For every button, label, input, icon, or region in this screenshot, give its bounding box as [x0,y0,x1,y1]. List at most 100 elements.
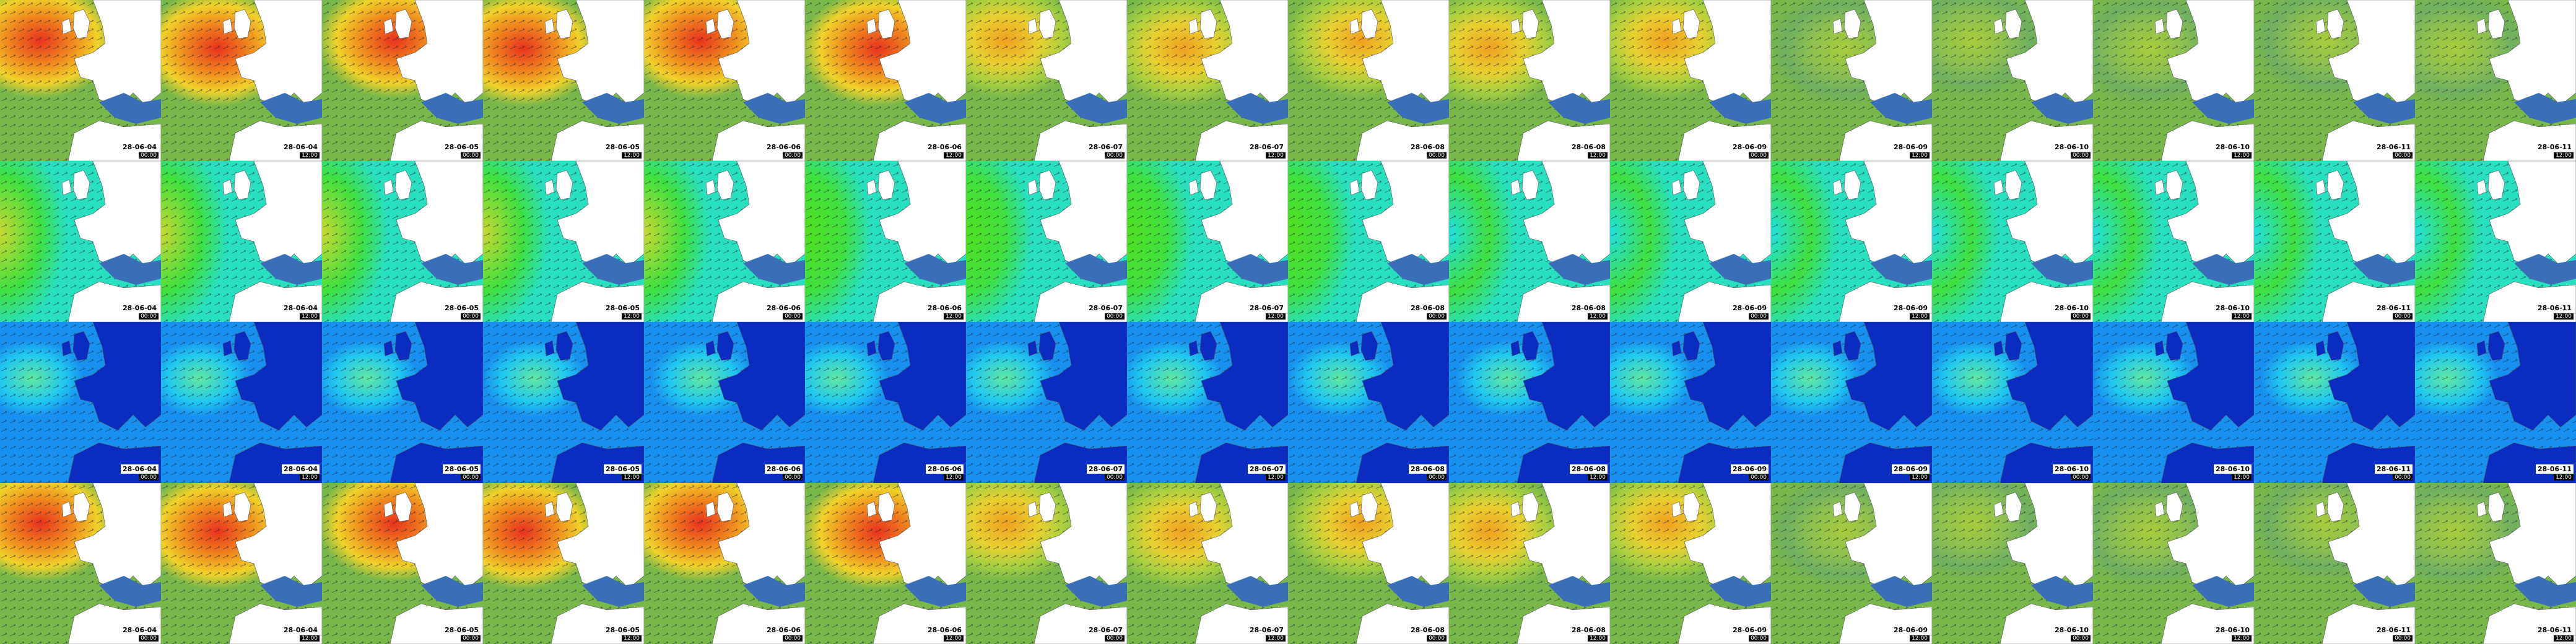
map-tile: 28-06-06 00:00 [644,322,805,483]
land [1510,501,1521,518]
time-stamp: 28-06-04 12:00 [281,142,320,159]
date-label: 28-06-11 [2374,625,2413,635]
sea [99,93,161,124]
date-label: 28-06-06 [925,303,964,313]
time-label: 12:00 [1588,313,1608,320]
land [1682,331,1700,361]
map-overlay [2093,161,2254,322]
land [61,340,72,357]
land [1188,501,1199,518]
time-label: 00:00 [2393,152,2413,159]
land [1360,9,1378,39]
map-tile: 28-06-07 00:00 [966,322,1127,483]
time-stamp: 28-06-06 12:00 [925,142,964,159]
time-label: 12:00 [1266,474,1286,481]
land [235,322,322,431]
time-stamp: 28-06-07 00:00 [1086,303,1125,320]
land [222,340,233,357]
map-overlay [161,0,322,161]
land [2326,492,2344,522]
land [716,170,734,200]
sea [743,93,805,124]
map-tile: 28-06-10 00:00 [1932,0,2093,161]
date-label: 28-06-04 [120,303,159,313]
time-stamp: 28-06-11 12:00 [2535,464,2574,481]
sea [904,93,966,124]
map-tile: 28-06-11 00:00 [2254,322,2415,483]
land [557,161,644,270]
time-stamp: 28-06-08 12:00 [1569,303,1608,320]
land [557,483,644,592]
map-overlay [2093,0,2254,161]
date-label: 28-06-10 [2052,303,2091,313]
map-overlay [2093,322,2254,483]
time-stamp: 28-06-06 00:00 [764,303,803,320]
map-tile: 28-06-08 12:00 [1449,161,1610,322]
date-label: 28-06-10 [2213,303,2252,313]
map-overlay [1610,322,1771,483]
time-stamp: 28-06-05 00:00 [442,464,481,481]
sea [99,576,161,607]
map-overlay [2254,161,2415,322]
map-tile: 28-06-09 00:00 [1610,161,1771,322]
land [1993,501,2004,518]
date-label: 28-06-07 [1247,303,1286,313]
date-label: 28-06-05 [442,464,481,474]
map-overlay [1610,0,1771,161]
map-overlay [1127,161,1288,322]
sea [1870,254,1932,285]
map-tile: 28-06-10 12:00 [2093,0,2254,161]
time-stamp: 28-06-09 12:00 [1891,142,1930,159]
map-tile: 28-06-10 00:00 [1932,161,2093,322]
time-label: 00:00 [461,635,481,642]
date-label: 28-06-10 [2213,625,2252,635]
sea [1709,576,1771,607]
sea [904,254,966,285]
date-label: 28-06-05 [442,142,481,152]
map-overlay [2415,483,2576,644]
date-label: 28-06-07 [1086,464,1125,474]
map-tile: 28-06-07 12:00 [1127,322,1288,483]
land [2004,9,2022,39]
map-tile: 28-06-05 12:00 [483,161,644,322]
land [718,322,805,431]
land [1684,0,1771,109]
time-label: 00:00 [783,152,803,159]
date-label: 28-06-11 [2374,303,2413,313]
date-label: 28-06-09 [1891,303,1930,313]
time-label: 12:00 [1588,635,1608,642]
date-label: 28-06-11 [2535,142,2574,152]
time-stamp: 28-06-05 00:00 [442,303,481,320]
land [1027,179,1038,196]
land [557,322,644,431]
time-label: 12:00 [300,474,320,481]
time-stamp: 28-06-11 12:00 [2535,142,2574,159]
land [2004,331,2022,361]
land [1362,0,1449,109]
date-label: 28-06-10 [2052,625,2091,635]
sea [1870,93,1932,124]
sea [1709,254,1771,285]
sea [582,576,644,607]
map-tile: 28-06-09 12:00 [1771,0,1932,161]
map-tile: 28-06-11 00:00 [2254,0,2415,161]
map-overlay [966,483,1127,644]
date-label: 28-06-04 [281,142,320,152]
land [718,0,805,109]
map-overlay [1932,483,2093,644]
land [1362,161,1449,270]
land [233,492,251,522]
time-label: 00:00 [1749,474,1769,481]
map-overlay [1771,483,1932,644]
time-stamp: 28-06-06 00:00 [764,142,803,159]
map-tile: 28-06-05 00:00 [322,0,483,161]
land [2006,161,2093,270]
land [61,18,72,35]
map-tile: 28-06-04 12:00 [161,322,322,483]
time-label: 12:00 [622,635,642,642]
map-tile: 28-06-05 00:00 [322,483,483,644]
land [716,492,734,522]
map-tile: 28-06-06 12:00 [805,161,966,322]
land [1521,331,1539,361]
land [1682,9,1700,39]
